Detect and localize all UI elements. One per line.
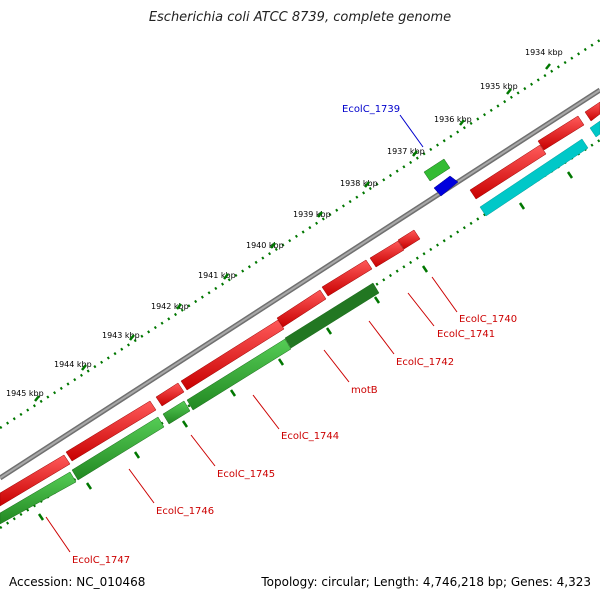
- trna-features: [479, 120, 600, 217]
- ruler-label-1944: 1944 kbp: [54, 360, 92, 369]
- gene-motB: [186, 338, 292, 411]
- cds-EcolC_1745: [155, 382, 185, 407]
- label-leader-blue: [399, 114, 424, 148]
- trna-feature-2: [589, 120, 600, 138]
- gene-label-EcolC_1741: EcolC_1741: [437, 329, 495, 340]
- ruler-label-1936: 1936 kbp: [434, 115, 472, 124]
- gene-features: [0, 282, 380, 525]
- gene-EcolC_1746: [71, 416, 165, 481]
- ruler-label-1935: 1935 kbp: [480, 82, 518, 91]
- cds-EcolC_1737: [584, 101, 600, 122]
- gene-EcolC_1747: [0, 471, 77, 525]
- ruler-label-1934: 1934 kbp: [525, 48, 563, 57]
- cds-EcolC_1746: [65, 400, 157, 462]
- gene-label-EcolC_1744: EcolC_1744: [281, 431, 339, 442]
- ruler-label-1943: 1943 kbp: [102, 331, 140, 340]
- cds-features: [0, 101, 600, 507]
- cds-EcolC_1736: [537, 115, 585, 151]
- trna-feature-1: [479, 138, 589, 217]
- cds-EcolC_1742: [321, 259, 373, 297]
- cds-EcolC_1744: [180, 319, 285, 391]
- gene-EcolC_1739: [423, 158, 451, 182]
- cds-EcolC_1740: [397, 229, 421, 250]
- gene-label-EcolC_1745: EcolC_1745: [217, 469, 275, 480]
- inner-ruler-ticks: [37, 171, 574, 521]
- cds-EcolC_1735: [469, 144, 547, 200]
- genome-summary-text: Topology: circular; Length: 4,746,218 bp…: [261, 575, 591, 589]
- misc-EcolC_1739: [433, 175, 459, 197]
- gene-label-EcolC_1746: EcolC_1746: [156, 506, 214, 517]
- gene-label-EcolC_1739: EcolC_1739: [342, 104, 400, 115]
- ruler-label-1938: 1938 kbp: [340, 179, 378, 188]
- gene-label-EcolC_1747: EcolC_1747: [72, 555, 130, 566]
- ruler-label-1945: 1945 kbp: [6, 389, 44, 398]
- gene-EcolC_1742: [284, 282, 380, 349]
- gene-label-motB: motB: [351, 385, 378, 396]
- outer-ruler-line: [0, 38, 600, 430]
- ruler-label-1939: 1939 kbp: [293, 210, 331, 219]
- cds-EcolC_1741: [369, 240, 405, 268]
- gene-labels: EcolC_1739 EcolC_1740 EcolC_1741 EcolC_1…: [72, 104, 517, 566]
- cds-EcolC_1747: [0, 454, 71, 507]
- genome-backbone-highlight: [0, 89, 600, 479]
- map-title: Escherichia coli ATCC 8739, complete gen…: [148, 10, 452, 25]
- ruler-label-1940: 1940 kbp: [246, 241, 284, 250]
- gene-label-EcolC_1742: EcolC_1742: [396, 357, 454, 368]
- gene-label-EcolC_1740: EcolC_1740: [459, 314, 517, 325]
- ruler-label-1937: 1937 kbp: [387, 147, 425, 156]
- ruler-tick-labels: 1934 kbp 1935 kbp 1936 kbp 1937 kbp 1938…: [6, 48, 563, 398]
- ruler-major-ticks: [34, 63, 551, 402]
- cds-motB: [276, 289, 327, 328]
- ruler-label-1942: 1942 kbp: [151, 302, 189, 311]
- gene-EcolC_1745: [162, 400, 191, 425]
- ruler-label-1941: 1941 kbp: [198, 271, 236, 280]
- label-leaders-red: [45, 276, 458, 553]
- accession-text: Accession: NC_010468: [9, 575, 146, 589]
